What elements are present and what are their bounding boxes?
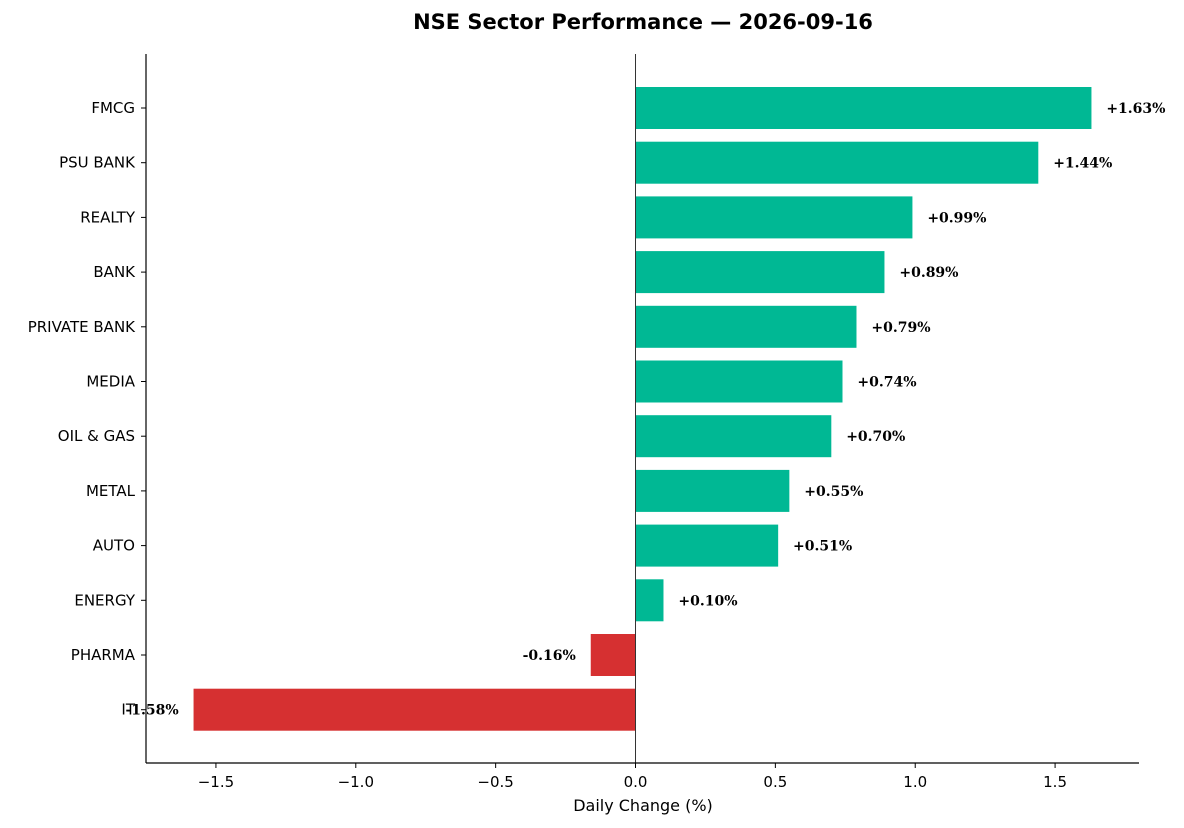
bars-layer [193, 87, 1092, 731]
x-tick-label: 0.5 [763, 773, 787, 791]
bar-oil-gas [635, 415, 832, 458]
bar-bank [635, 251, 885, 294]
y-tick-label: METAL [86, 482, 136, 500]
y-tick-label: MEDIA [86, 373, 135, 391]
x-axis-label: Daily Change (%) [573, 796, 713, 815]
data-label: +0.10% [678, 593, 737, 609]
x-tick-label: 1.5 [1043, 773, 1067, 791]
data-labels-layer: +1.63% +1.44% +0.99% +0.89% +0.79% +0.74% +0.7… [125, 101, 1165, 719]
data-label: +0.74% [857, 375, 916, 391]
data-label: +0.51% [793, 539, 852, 555]
x-tick-label: −1.0 [338, 773, 374, 791]
y-tick-label: OIL & GAS [58, 427, 135, 445]
y-tick-label: PHARMA [71, 646, 136, 664]
y-tick-label: IT [121, 701, 135, 719]
data-label: +0.70% [846, 429, 905, 445]
bar-pharma [590, 634, 636, 676]
x-tick-label: 0.0 [624, 773, 648, 791]
bar-fmcg [635, 87, 1092, 129]
y-tick-label: ENERGY [74, 591, 135, 609]
bar-media [635, 360, 843, 403]
data-label: +0.99% [927, 210, 986, 226]
bar-realty [635, 196, 913, 239]
data-label: +0.79% [871, 320, 930, 336]
x-tick-label: −1.5 [198, 773, 234, 791]
y-tick-label: REALTY [80, 208, 136, 226]
bar-auto [635, 524, 779, 567]
y-tick-label: AUTO [93, 537, 135, 555]
data-label: +0.55% [804, 484, 863, 500]
data-label: +0.89% [899, 265, 958, 281]
bar-psu-bank [635, 141, 1039, 184]
bar-energy [635, 579, 664, 622]
y-tick-label: BANK [93, 263, 136, 281]
data-label: +1.44% [1053, 156, 1112, 172]
axes-layer: FMCG PSU BANK REALTY BANK PRIVATE BANK MEDIA O… [28, 54, 1139, 791]
x-tick-label: −0.5 [477, 773, 513, 791]
data-label: -1.58% [125, 703, 178, 719]
data-label: +1.63% [1106, 101, 1165, 117]
bar-private-bank [635, 305, 857, 348]
y-tick-label: FMCG [91, 99, 135, 117]
data-label: -0.16% [523, 648, 576, 664]
y-tick-label: PSU BANK [59, 154, 136, 172]
y-tick-label: PRIVATE BANK [28, 318, 136, 336]
chart-title: NSE Sector Performance — 2026-09-16 [413, 10, 873, 34]
bar-it [193, 688, 636, 731]
bar-metal [635, 469, 790, 512]
x-tick-label: 1.0 [903, 773, 927, 791]
